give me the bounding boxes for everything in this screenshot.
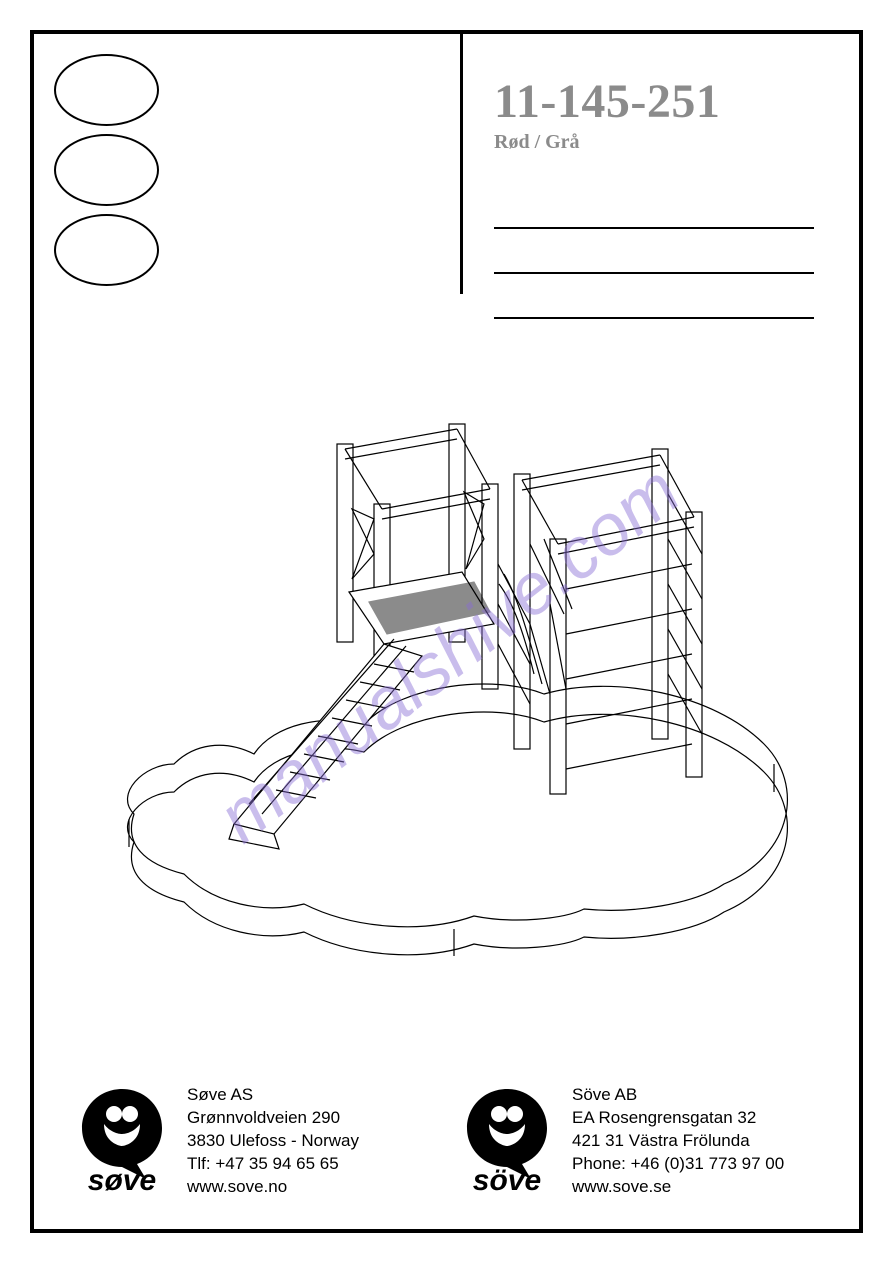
footer: søve Søve AS Grønnvoldveien 290 3830 Ule… <box>74 1084 834 1199</box>
oval-markers <box>54 54 159 294</box>
company-address1-2: EA Rosengrensgatan 32 <box>572 1107 784 1130</box>
company-block-2: söve Söve AB EA Rosengrensgatan 32 421 3… <box>459 1084 834 1199</box>
sove-logo-no: søve <box>74 1084 169 1194</box>
company-name-1: Søve AS <box>187 1084 359 1107</box>
oval-3 <box>54 214 159 286</box>
company-block-1: søve Søve AS Grønnvoldveien 290 3830 Ule… <box>74 1084 449 1199</box>
playground-drawing <box>74 344 824 964</box>
product-header: 11-145-251 Rød / Grå <box>494 74 844 319</box>
sove-logo-se: söve <box>459 1084 554 1194</box>
company-address1-1: Grønnvoldveien 290 <box>187 1107 359 1130</box>
company-website-2: www.sove.se <box>572 1176 784 1199</box>
header-divider <box>460 34 463 294</box>
header-line-2 <box>494 229 814 274</box>
company-info-2: Söve AB EA Rosengrensgatan 32 421 31 Väs… <box>572 1084 784 1199</box>
page-frame: 11-145-251 Rød / Grå <box>30 30 863 1233</box>
product-number: 11-145-251 <box>494 74 844 129</box>
company-website-1: www.sove.no <box>187 1176 359 1199</box>
svg-text:søve: søve <box>88 1164 156 1194</box>
oval-1 <box>54 54 159 126</box>
company-info-1: Søve AS Grønnvoldveien 290 3830 Ulefoss … <box>187 1084 359 1199</box>
product-subtitle: Rød / Grå <box>494 131 844 154</box>
company-address2-2: 421 31 Västra Frölunda <box>572 1130 784 1153</box>
company-name-2: Söve AB <box>572 1084 784 1107</box>
header-line-3 <box>494 274 814 319</box>
company-phone-2: Phone: +46 (0)31 773 97 00 <box>572 1153 784 1176</box>
header-lines <box>494 184 844 319</box>
company-address2-1: 3830 Ulefoss - Norway <box>187 1130 359 1153</box>
company-phone-1: Tlf: +47 35 94 65 65 <box>187 1153 359 1176</box>
svg-text:söve: söve <box>473 1164 541 1194</box>
header-line-1 <box>494 184 814 229</box>
oval-2 <box>54 134 159 206</box>
drawing-area: manualshive.com <box>74 344 824 964</box>
